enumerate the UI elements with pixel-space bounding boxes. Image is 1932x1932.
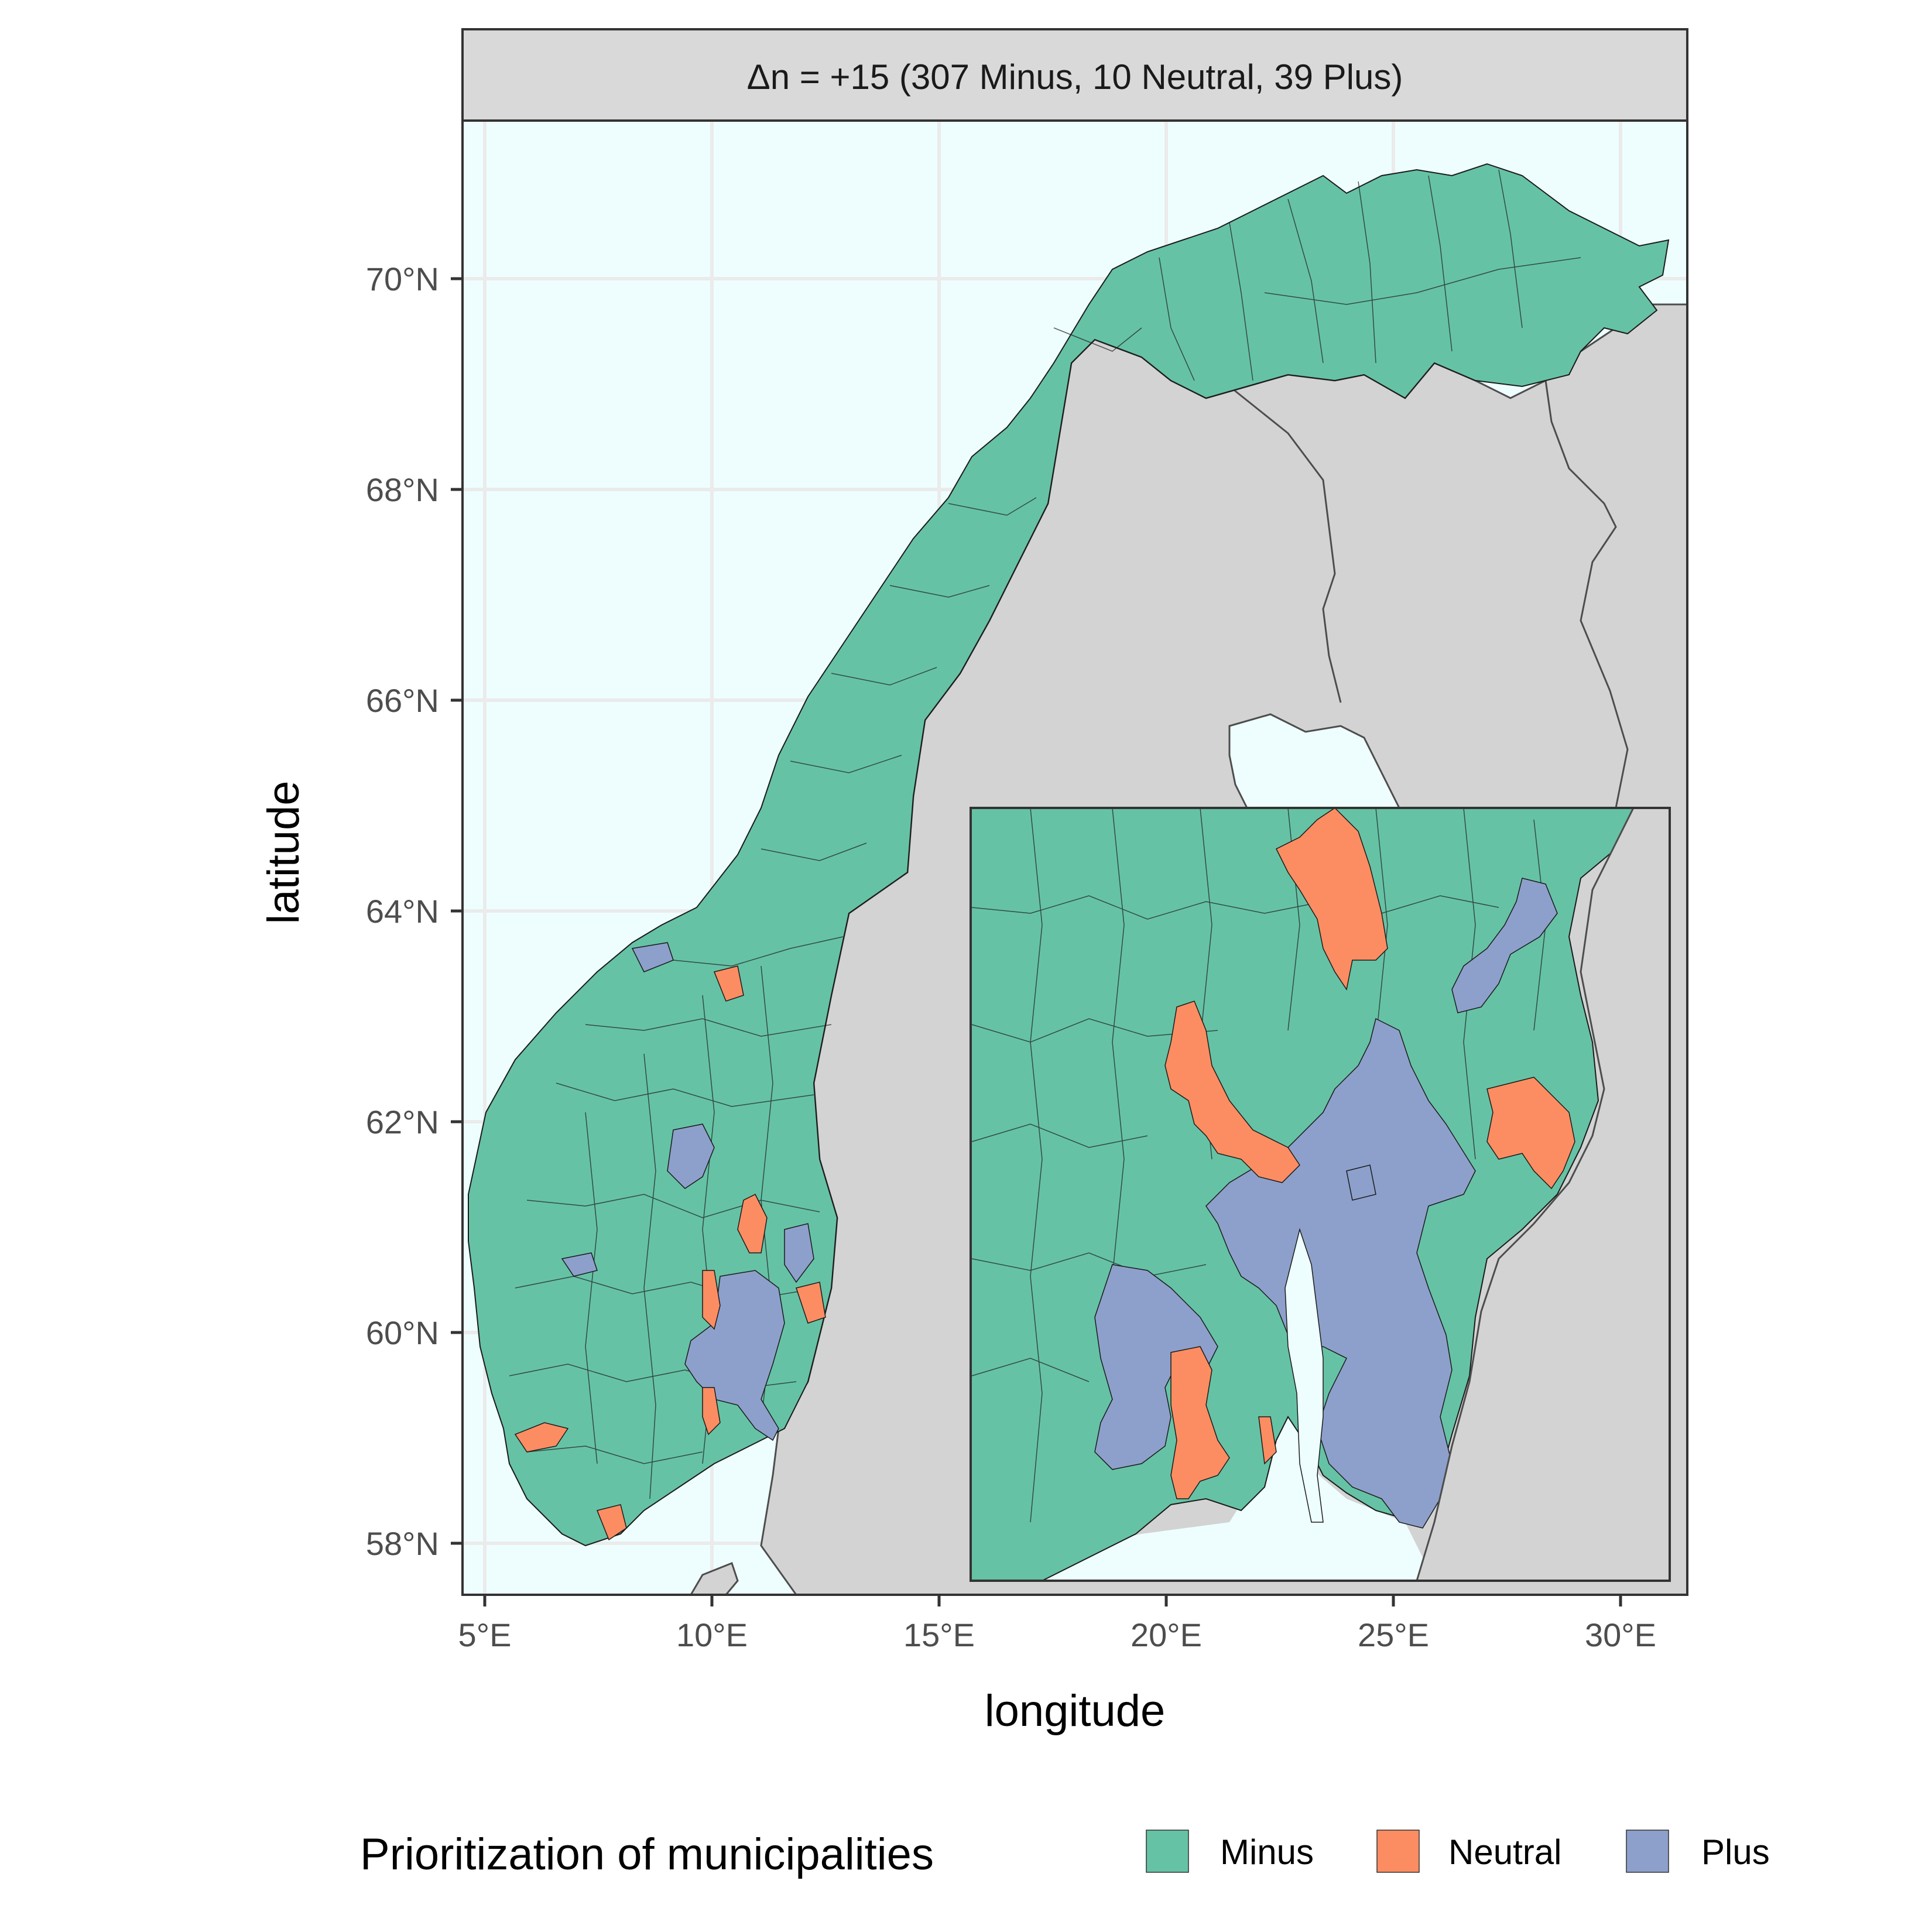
- legend-swatch-neutral: [1376, 1830, 1420, 1873]
- legend-label-neutral: Neutral: [1448, 1832, 1561, 1872]
- inset-neutral-coast: [1258, 1416, 1277, 1465]
- x-axis: 5°E 10°E 15°E 20°E 25°E 30°E longitude: [458, 1595, 1656, 1736]
- neutral-region-4: [702, 1387, 721, 1436]
- y-tick-label-66: 66°N: [366, 682, 439, 719]
- y-tick-label-60: 60°N: [366, 1314, 439, 1351]
- legend: Prioritization of municipalities Minus N…: [360, 1830, 1770, 1879]
- inset-plus-east: [1451, 878, 1558, 1013]
- sweden-finland-border: [1229, 385, 1342, 703]
- neutral-region-3: [796, 1282, 826, 1324]
- inset-oslofjord: [1284, 1228, 1324, 1523]
- neutral-region-5: [514, 1422, 569, 1453]
- y-tick-label-62: 62°N: [366, 1104, 439, 1140]
- finland-russia-border: [1544, 380, 1629, 809]
- neutral-region-1: [737, 1193, 768, 1253]
- inset-plus-oslo-area: [1205, 1018, 1476, 1529]
- legend-swatch-minus: [1146, 1830, 1189, 1873]
- y-axis-title: latitude: [259, 780, 309, 924]
- y-tick-label-58: 58°N: [366, 1525, 439, 1562]
- inset-plus-small: [1346, 1164, 1376, 1201]
- inset-neutral-east: [1486, 1077, 1575, 1190]
- facet-strip-background: [461, 28, 1688, 122]
- x-tick-label-5: 5°E: [458, 1616, 512, 1653]
- y-tick-label-68: 68°N: [366, 471, 439, 508]
- plus-region-3: [561, 1252, 598, 1277]
- y-axis-ticks: [451, 277, 463, 1545]
- x-tick-label-25: 25°E: [1358, 1616, 1429, 1653]
- inset-neutral-municipalities: [1164, 807, 1575, 1499]
- x-axis-title: longitude: [985, 1686, 1166, 1736]
- plus-region-4: [631, 942, 674, 972]
- legend-swatch-plus: [1626, 1830, 1669, 1873]
- facet-strip-label: Δn = +15 (307 Minus, 10 Neutral, 39 Plus…: [747, 57, 1403, 97]
- x-axis-ticks: [483, 1595, 1622, 1606]
- x-tick-label-20: 20°E: [1131, 1616, 1202, 1653]
- neutral-region-6: [596, 1504, 627, 1541]
- plus-region-oslo: [684, 1270, 785, 1441]
- plus-region-1: [667, 1123, 715, 1189]
- legend-title: Prioritization of municipalities: [360, 1830, 934, 1879]
- map-panel: [461, 119, 1688, 1596]
- inset-neutral-south: [1170, 1346, 1230, 1499]
- facet-strip: Δn = +15 (307 Minus, 10 Neutral, 39 Plus…: [461, 28, 1688, 122]
- inset-sea: [971, 1405, 1434, 1581]
- neutral-municipalities: [514, 965, 826, 1541]
- plus-region-2: [784, 1223, 814, 1283]
- legend-label-minus: Minus: [1220, 1832, 1314, 1872]
- neutral-region-7: [713, 965, 744, 1002]
- x-tick-label-30: 30°E: [1585, 1616, 1656, 1653]
- inset-neutral-north: [1275, 807, 1388, 991]
- norway-mainland: [468, 163, 1670, 1547]
- y-tick-label-64: 64°N: [366, 893, 439, 930]
- legend-label-plus: Plus: [1701, 1832, 1770, 1872]
- x-tick-label-10: 10°E: [676, 1616, 748, 1653]
- inset-plus-west: [1094, 1264, 1218, 1470]
- panel-border: [461, 119, 1688, 1596]
- inset-border: [970, 807, 1671, 1582]
- x-tick-label-15: 15°E: [903, 1616, 975, 1653]
- y-axis: 70°N 68°N 66°N 64°N 62°N 60°N 58°N latit…: [259, 261, 463, 1562]
- plus-municipalities: [561, 942, 814, 1441]
- y-tick-label-70: 70°N: [366, 261, 439, 297]
- inset-neutral-valley: [1164, 1001, 1300, 1183]
- inset-map: [970, 807, 1671, 1582]
- neutral-region-2: [702, 1270, 721, 1330]
- inset-plus-municipalities: [1094, 878, 1558, 1529]
